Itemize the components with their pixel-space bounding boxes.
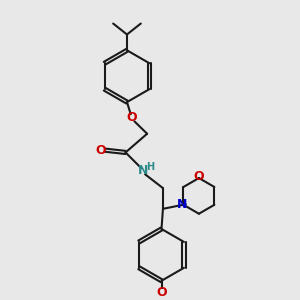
Text: O: O (156, 286, 167, 299)
Text: H: H (146, 162, 154, 172)
Text: N: N (138, 164, 148, 177)
Text: N: N (177, 198, 188, 211)
Text: O: O (127, 111, 137, 124)
Text: O: O (95, 144, 106, 157)
Text: O: O (194, 170, 204, 183)
